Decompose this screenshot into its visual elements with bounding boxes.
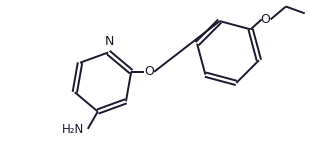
Text: N: N — [105, 35, 114, 48]
Text: O: O — [261, 13, 271, 26]
Text: O: O — [144, 65, 154, 78]
Text: H₂N: H₂N — [62, 123, 84, 136]
